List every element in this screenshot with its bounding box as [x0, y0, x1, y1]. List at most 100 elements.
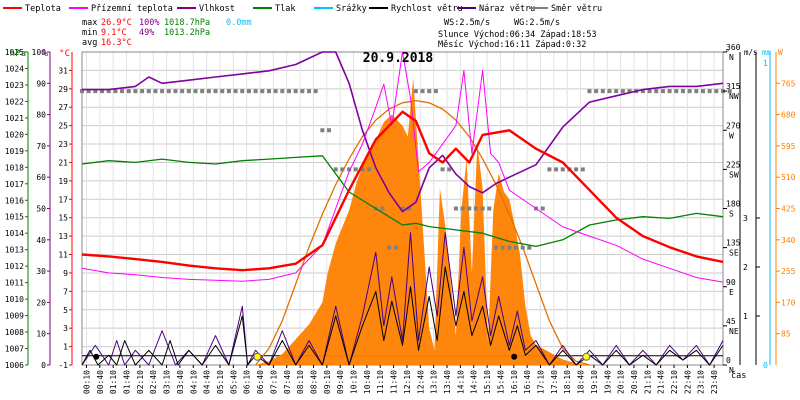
x-axis-tick-label: 13:10 [430, 370, 439, 394]
wind-direction-point [200, 89, 205, 94]
pressure-axis-tick-label: 1020 [5, 130, 24, 139]
x-axis-tick-label: 00:40 [96, 370, 105, 394]
x-axis-tick-label: 22:40 [683, 370, 692, 394]
temperature-axis-tick-label: -1 [58, 361, 68, 370]
wind-direction-point [447, 167, 452, 172]
wind-direction-point [574, 167, 579, 172]
rain-axis-tick-label: 1 [763, 59, 768, 68]
x-axis-tick-label: 05:40 [229, 370, 238, 394]
temperature-axis-tick-label: 13 [58, 232, 68, 241]
wind-direction-point [594, 89, 599, 94]
wind-direction-point [80, 89, 84, 94]
chart-title: 20.9.2018 [363, 51, 434, 66]
wind-direction-point [407, 206, 412, 211]
pressure-axis-tick-label: 1021 [5, 114, 24, 123]
wind-direction-point [133, 89, 138, 94]
x-axis-tick-label: 18:40 [577, 370, 586, 394]
wind-direction-point [654, 89, 659, 94]
x-axis-tick-label: 22:10 [670, 370, 679, 394]
temperature-axis-tick-label: 21 [58, 158, 68, 167]
direction-axis-sub-label: W [729, 131, 734, 140]
solar-area [82, 77, 723, 366]
wind-direction-point [680, 89, 685, 94]
series-group [80, 51, 732, 366]
wind-direction-point [313, 89, 318, 94]
wind-direction-point [700, 89, 705, 94]
direction-axis-tick-label: 135 [726, 239, 741, 248]
x-axis-tick-label: 07:40 [283, 370, 292, 394]
wind-direction-point [293, 89, 298, 94]
temperature-axis-tick-label: 29 [58, 85, 68, 94]
wind-direction-point [180, 89, 185, 94]
axes-group: 1006100710081009101010111012101310141015… [5, 43, 796, 394]
wind-direction-point [473, 206, 478, 211]
x-axis-tick-label: 23:40 [710, 370, 719, 394]
wind-direction-point [540, 206, 545, 211]
solar-axis-tick-label: 510 [781, 173, 796, 182]
x-axis-tick-label: 14:40 [470, 370, 479, 394]
pressure-axis-tick-label: 1010 [5, 295, 24, 304]
wind-direction-point [514, 245, 519, 250]
stats-pressure: 1013.2hPa [164, 28, 210, 38]
wind-direction-point [387, 245, 392, 250]
x-axis-label: čas [731, 370, 746, 381]
wind-direction-point [667, 89, 672, 94]
humidity-line [82, 51, 724, 213]
wind-direction-point [660, 89, 665, 94]
wind-direction-point [206, 89, 211, 94]
solar-radiation-area [82, 77, 723, 366]
moonset-marker [93, 353, 100, 360]
pressure-axis-tick-label: 1008 [5, 328, 24, 337]
pressure-axis-tick-label: 1014 [5, 229, 24, 238]
x-axis-tick-label: 14:10 [456, 370, 465, 394]
direction-axis-sub-label: E [729, 288, 734, 297]
wind-direction-point [707, 89, 712, 94]
wind-direction-point [714, 89, 719, 94]
direction-axis-tick-label: 45 [726, 317, 736, 326]
wind-direction-point [220, 89, 225, 94]
solar-axis-tick-label: 340 [781, 236, 796, 245]
temperature-axis-tick-label: 31 [58, 66, 68, 75]
wind-direction-point [547, 167, 552, 172]
wind-direction-point [607, 89, 612, 94]
temperature-axis-tick-label: 3 [63, 324, 68, 333]
wind-direction-point [126, 89, 131, 94]
wind-direction-point [433, 89, 438, 94]
wind-direction-point [186, 89, 191, 94]
pressure-axis-tick-label: 1006 [5, 361, 24, 370]
humidity-axis-tick-label: 50 [36, 205, 46, 214]
direction-axis-tick-label: 0 [726, 356, 731, 365]
wind-direction-point [467, 206, 472, 211]
stats-sun: Slunce Východ:06:34 Západ:18:53 [438, 30, 597, 40]
temperature-axis-tick-label: 9 [63, 269, 68, 278]
temperature-axis-tick-label: 23 [58, 140, 68, 149]
humidity-axis-tick-label: 30 [36, 267, 46, 276]
wind-direction-point [340, 167, 345, 172]
wind-direction-point [420, 89, 425, 94]
wind-axis-tick-label: 3 [743, 214, 748, 223]
x-axis-tick-label: 21:10 [643, 370, 652, 394]
wind-direction-point [620, 89, 625, 94]
wind-axis-tick-label: 2 [743, 263, 748, 272]
solar-axis-tick-label: 680 [781, 111, 796, 120]
stats-moon: Měsíc Východ:16:11 Západ:0:32 [438, 40, 586, 50]
temperature-axis-tick-label: 11 [58, 251, 68, 260]
wind-direction-point [647, 89, 652, 94]
humidity-axis-tick-label: 0 [41, 361, 46, 370]
temperature-axis-tick-label: 17 [58, 195, 68, 204]
pressure-axis-tick-label: 1018 [5, 163, 24, 172]
stats-wind-gust: WG:2.5m/s [514, 18, 560, 28]
solar-theoretical-line [255, 99, 590, 366]
wind-direction-point [554, 167, 559, 172]
direction-axis-tick-label: 90 [726, 278, 736, 287]
wind-direction-point [233, 89, 238, 94]
wind-direction-point [460, 206, 465, 211]
x-axis-tick-label: 17:10 [536, 370, 545, 394]
x-axis-tick-label: 21:40 [657, 370, 666, 394]
humidity-axis-tick-label: 60 [36, 173, 46, 182]
rain-axis-unit: mm [762, 48, 772, 57]
x-axis-tick-label: 04:10 [189, 370, 198, 394]
legend: Teplota Přízemní teplota Vlhkost Tlak Srážky… [3, 4, 602, 14]
wind-direction-point [440, 167, 445, 172]
stats-pressure: 1018.7hPa [164, 18, 210, 28]
